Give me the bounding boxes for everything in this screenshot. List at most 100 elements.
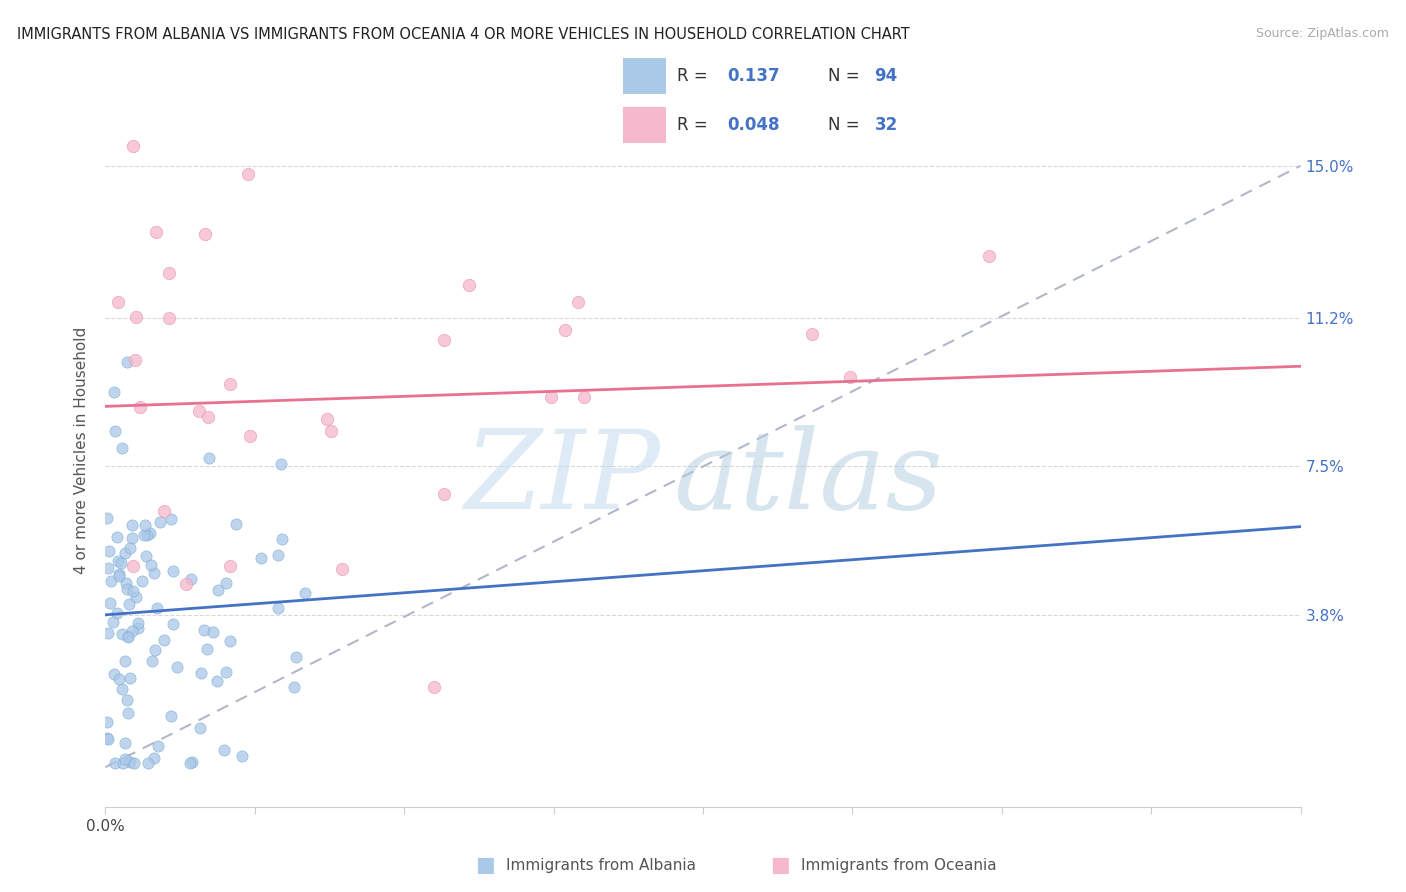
Point <box>187 404 209 418</box>
Point <box>120 671 142 685</box>
Point <box>108 568 131 582</box>
Point <box>104 425 127 439</box>
Point <box>180 755 202 769</box>
Point <box>141 654 163 668</box>
Point <box>114 736 136 750</box>
Point <box>118 755 141 769</box>
Point <box>294 586 316 600</box>
Point <box>201 625 224 640</box>
Point <box>179 756 201 771</box>
Point <box>231 748 253 763</box>
Point <box>195 642 218 657</box>
Point <box>157 266 180 280</box>
Point <box>207 582 229 597</box>
Point <box>146 739 169 753</box>
Point <box>117 692 139 706</box>
Point <box>457 277 479 292</box>
Point <box>166 659 188 673</box>
Point <box>121 531 143 545</box>
Point <box>110 556 132 570</box>
Point <box>117 630 139 644</box>
Text: R =: R = <box>678 116 713 134</box>
Text: R =: R = <box>678 67 713 85</box>
Point <box>97 732 120 747</box>
Point <box>162 564 184 578</box>
Point <box>111 627 134 641</box>
Point <box>433 333 456 347</box>
Point <box>218 377 240 392</box>
Text: N =: N = <box>828 116 865 134</box>
Point <box>193 623 215 637</box>
Text: 0.048: 0.048 <box>728 116 780 134</box>
Point <box>111 681 134 696</box>
Text: Immigrants from Oceania: Immigrants from Oceania <box>801 858 997 872</box>
Point <box>159 512 181 526</box>
Point <box>97 544 120 558</box>
Point <box>145 225 167 239</box>
Point <box>215 665 238 679</box>
Point <box>214 576 236 591</box>
Point <box>124 353 146 368</box>
Point <box>321 424 343 438</box>
Point <box>121 518 143 533</box>
Point <box>153 632 176 647</box>
Point <box>838 370 860 384</box>
Point <box>107 672 129 686</box>
Point <box>96 731 118 745</box>
Point <box>103 384 125 399</box>
Point <box>330 562 353 576</box>
Point <box>114 654 136 668</box>
Point <box>139 558 162 572</box>
Text: ■: ■ <box>475 855 495 875</box>
Point <box>101 615 124 629</box>
Point <box>567 295 589 310</box>
Point <box>149 515 172 529</box>
Point <box>157 311 180 326</box>
Y-axis label: 4 or more Vehicles in Household: 4 or more Vehicles in Household <box>75 326 90 574</box>
Point <box>129 400 152 414</box>
Bar <box>623 58 666 94</box>
Point <box>267 548 290 562</box>
Point <box>800 326 823 341</box>
Point <box>174 577 197 591</box>
Point <box>219 634 242 648</box>
Point <box>139 525 162 540</box>
Point <box>121 624 143 639</box>
Text: 32: 32 <box>875 116 898 134</box>
Point <box>131 574 153 589</box>
Point <box>107 567 129 582</box>
Point <box>115 355 138 369</box>
Point <box>100 574 122 589</box>
Point <box>197 410 219 425</box>
Point <box>143 751 166 765</box>
Point <box>540 390 562 404</box>
Point <box>117 629 139 643</box>
Point <box>135 528 157 542</box>
Text: ■: ■ <box>770 855 790 875</box>
Point <box>225 516 247 531</box>
Point <box>283 680 305 694</box>
Point <box>142 566 165 580</box>
Point <box>107 553 129 567</box>
Point <box>132 528 155 542</box>
Point <box>153 504 176 518</box>
Point <box>107 295 129 310</box>
Point <box>270 532 292 546</box>
Point <box>96 715 118 730</box>
Point <box>125 310 148 324</box>
Point <box>121 138 143 153</box>
Point <box>122 756 145 771</box>
Point <box>97 626 120 640</box>
Point <box>188 721 211 735</box>
Point <box>212 743 235 757</box>
Point <box>423 680 446 694</box>
Point <box>103 667 125 681</box>
Point <box>205 674 228 689</box>
Point <box>125 590 148 604</box>
Point <box>118 597 141 611</box>
Point <box>120 541 142 555</box>
Point <box>574 390 596 404</box>
Point <box>219 559 242 574</box>
Point <box>136 756 159 771</box>
Point <box>104 756 127 771</box>
